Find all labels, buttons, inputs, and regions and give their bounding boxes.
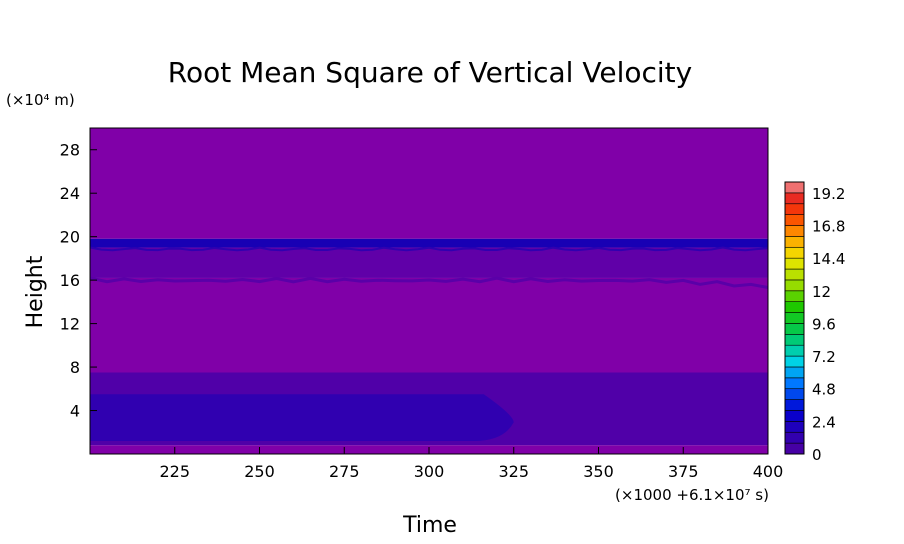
contour-boundary-lower-band	[89, 276, 769, 289]
colorbar-frame	[784, 181, 805, 455]
colorbar-segment	[784, 421, 805, 433]
colorbar-segment	[784, 192, 805, 205]
y-tick-label: 24	[60, 184, 80, 203]
region-tropopause-band	[90, 238, 768, 248]
y-tick-label: 4	[70, 402, 80, 421]
region-low-level-maximum	[90, 394, 514, 441]
colorbar-tick-label: 0	[812, 446, 822, 464]
colorbar-segment	[784, 246, 805, 259]
colorbar-ticks: 0 2.4 4.8 7.2 9.6 12 14.4 16.8 19.2	[812, 185, 845, 464]
colorbar-tick-label: 19.2	[812, 185, 845, 203]
y-ticks: 4 8 12 16 20 24 28	[60, 141, 97, 421]
colorbar-segment	[784, 268, 805, 281]
colorbar	[784, 181, 805, 455]
colorbar-segment	[784, 366, 805, 379]
x-tick-label: 225	[159, 462, 190, 481]
colorbar-segment	[784, 399, 805, 411]
colorbar-segment	[784, 410, 805, 422]
x-tick-label: 375	[668, 462, 699, 481]
colorbar-tick-label: 14.4	[812, 250, 845, 268]
x-tick-label: 350	[583, 462, 614, 481]
colorbar-tick-label: 12	[812, 283, 831, 301]
colorbar-segment	[784, 312, 805, 324]
colorbar-segment	[784, 203, 805, 215]
region-mid-layer	[90, 277, 768, 373]
colorbar-segment	[784, 257, 805, 270]
colorbar-segment	[784, 214, 805, 226]
x-tick-label: 400	[753, 462, 784, 481]
colorbar-tick-label: 2.4	[812, 413, 836, 431]
colorbar-segment	[784, 225, 805, 237]
colorbar-tick-label: 7.2	[812, 348, 836, 366]
chart-title: Root Mean Square of Vertical Velocity	[168, 56, 692, 89]
colorbar-segment	[784, 377, 805, 390]
colorbar-segment	[784, 355, 805, 368]
x-tick-label: 275	[329, 462, 360, 481]
x-ticks: 225 250 275 300 325 350 375 400	[159, 447, 783, 481]
colorbar-segment	[784, 279, 805, 292]
region-band-below-tropopause	[90, 247, 768, 278]
contour-boundary-tropopause	[89, 246, 769, 252]
y-tick-label: 28	[60, 141, 80, 160]
x-tick-label: 250	[244, 462, 275, 481]
y-tick-label: 8	[70, 358, 80, 377]
colorbar-segment	[784, 323, 805, 335]
x-axis-label: Time	[402, 513, 457, 538]
colorbar-segment	[784, 236, 805, 248]
colorbar-segment	[784, 334, 805, 346]
x-tick-label: 325	[498, 462, 529, 481]
colorbar-tick-label: 16.8	[812, 218, 845, 236]
colorbar-segment	[784, 388, 805, 400]
region-upper-layer	[90, 128, 768, 239]
colorbar-segment	[784, 301, 805, 313]
y-axis-label: Height	[23, 255, 48, 328]
plot-boundaries	[89, 246, 769, 289]
colorbar-segment	[784, 344, 805, 357]
y-unit-label: (×10⁴ m)	[6, 91, 75, 109]
colorbar-segment	[784, 181, 805, 194]
x-tick-label: 300	[414, 462, 445, 481]
plot-regions	[90, 128, 768, 454]
y-tick-label: 12	[60, 315, 80, 334]
y-tick-label: 20	[60, 228, 80, 247]
colorbar-segment	[784, 290, 805, 302]
colorbar-tick-label: 4.8	[812, 381, 836, 399]
colorbar-tick-label: 9.6	[812, 315, 836, 333]
colorbar-segment	[784, 431, 805, 444]
x-unit-label: (×1000 +6.1×10⁷ s)	[615, 486, 769, 504]
y-tick-label: 16	[60, 271, 80, 290]
colorbar-segment	[784, 442, 805, 455]
